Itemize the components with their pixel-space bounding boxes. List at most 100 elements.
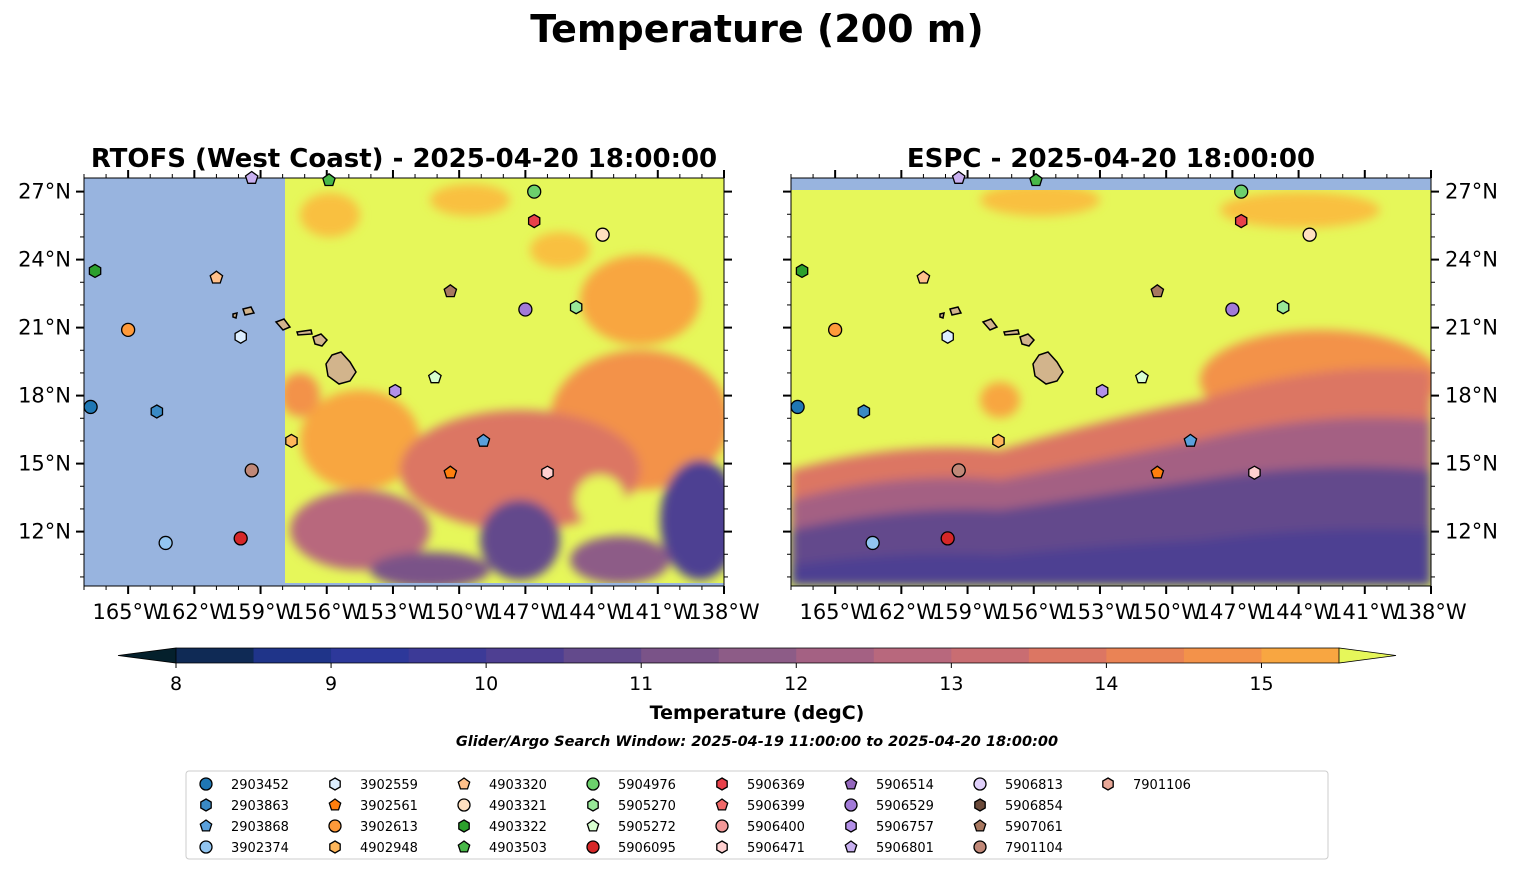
- colorbar-over-arrow: [1338, 647, 1397, 664]
- float-marker-5905270: [1276, 299, 1290, 315]
- island-hawaii-big: [325, 351, 357, 385]
- legend-entries: 2903452 2903863 2903868 3902374 3902559 39025…: [199, 777, 1191, 856]
- espc-panel-title: ESPC - 2025-04-20 18:00:00: [907, 144, 1315, 174]
- espc-panel: ESPC - 2025-04-20 18:00:00 16: [783, 144, 1498, 624]
- float-marker-5905272: [427, 370, 442, 384]
- float-marker-4903321: [1302, 227, 1317, 242]
- float-marker-5906369: [1234, 213, 1248, 229]
- espc-frame: [790, 177, 1432, 587]
- rtofs-frame: [83, 177, 725, 587]
- y-tick-label: 18°N: [18, 384, 71, 408]
- legend-marker-4903322: [458, 819, 470, 833]
- legend-marker-5906400: [715, 819, 729, 833]
- rtofs-axis-ticks: 165°W162°W159°W156°W153°W150°W147°W144°W…: [18, 170, 760, 624]
- colorbar-tick-label: 14: [1094, 673, 1118, 695]
- rtofs-panel-title: RTOFS (West Coast) - 2025-04-20 18:00:00: [91, 144, 717, 174]
- float-marker-2903868: [476, 433, 491, 447]
- colorbar-tick-label: 12: [784, 673, 808, 695]
- x-tick-label: 156°W: [291, 600, 363, 624]
- x-tick-label: 141°W: [622, 600, 694, 624]
- float-legend: 2903452 2903863 2903868 3902374 3902559 39025…: [185, 770, 1329, 860]
- x-tick-label: 144°W: [1263, 600, 1335, 624]
- legend-label: 3902374: [231, 841, 289, 856]
- colorbar-segment: [486, 648, 565, 663]
- legend-label: 5906801: [876, 841, 934, 856]
- legend-marker-3902561: [328, 798, 342, 811]
- float-marker-5906471: [541, 465, 554, 480]
- float-marker-3902613: [827, 322, 843, 338]
- colorbar-tick-label: 10: [474, 673, 498, 695]
- legend-marker-5906529: [844, 798, 858, 812]
- island-molokai: [296, 329, 313, 336]
- legend-label: 3902559: [360, 778, 418, 793]
- x-tick-label: 156°W: [998, 600, 1070, 624]
- float-marker-5907061: [443, 283, 458, 298]
- x-tick-label: 150°W: [1130, 600, 1202, 624]
- float-marker-2903863: [857, 404, 871, 419]
- colorbar: 8 9 10 11 12 13 14 15 Temperature (degC): [117, 647, 1397, 724]
- float-marker-4903503: [322, 172, 336, 187]
- legend-marker-3902613: [328, 819, 342, 833]
- colorbar-segment: [1106, 648, 1185, 663]
- float-marker-5904976: [1234, 184, 1249, 199]
- float-marker-3902559: [234, 329, 247, 344]
- float-marker-4903322: [88, 263, 102, 279]
- legend-label: 5906514: [876, 778, 934, 793]
- colorbar-segment: [796, 648, 875, 663]
- x-tick-label: 138°W: [688, 600, 760, 624]
- legend-label: 4903320: [489, 778, 547, 793]
- legend-frame: [185, 770, 1329, 860]
- float-marker-4902948: [285, 433, 298, 449]
- float-marker-5906757: [1095, 383, 1109, 399]
- legend-marker-5906471: [716, 840, 728, 854]
- colorbar-label: Temperature (degC): [650, 702, 865, 724]
- legend-label: 3902613: [360, 820, 418, 835]
- island-maui: [312, 333, 329, 347]
- colorbar-tick-label: 11: [629, 673, 653, 695]
- island-kauai: [242, 306, 256, 316]
- legend-label: 2903452: [231, 778, 289, 793]
- legend-label: 4903503: [489, 841, 547, 856]
- x-tick-label: 150°W: [423, 600, 495, 624]
- float-marker-4902948: [992, 433, 1005, 449]
- float-marker-4903320: [916, 270, 931, 284]
- float-marker-3902613: [120, 322, 136, 338]
- colorbar-under-arrow: [117, 647, 177, 664]
- legend-marker-7901106: [1102, 777, 1114, 791]
- y-tick-label: 24°N: [18, 248, 71, 272]
- y-tick-label: 15°N: [1445, 452, 1498, 476]
- x-tick-label: 141°W: [1329, 600, 1401, 624]
- legend-label: 2903868: [231, 820, 289, 835]
- legend-marker-5906514: [844, 777, 858, 790]
- espc-field: [791, 178, 1431, 586]
- island-maui: [1019, 333, 1036, 347]
- legend-marker-7901104: [973, 840, 987, 854]
- colorbar-segment: [176, 648, 255, 663]
- legend-label: 4902948: [360, 841, 418, 856]
- legend-marker-2903868: [199, 819, 213, 832]
- colorbar-segment: [641, 648, 720, 663]
- legend-label: 5906529: [876, 799, 934, 814]
- rtofs-panel: RTOFS (West Coast) - 2025-04-20 18:00:00: [18, 144, 760, 624]
- y-tick-label: 27°N: [1445, 180, 1498, 204]
- legend-marker-5906369: [716, 777, 728, 791]
- legend-label: 5905272: [618, 820, 676, 835]
- float-marker-2903452: [790, 399, 805, 415]
- x-tick-label: 165°W: [799, 600, 871, 624]
- island-niihau: [939, 311, 945, 319]
- espc-cool-regions: [791, 184, 1431, 586]
- legend-label: 3902561: [360, 799, 418, 814]
- colorbar-segments: [117, 647, 1397, 664]
- legend-label: 5906369: [747, 778, 805, 793]
- rtofs-no-data-strip: [285, 583, 724, 586]
- colorbar-segment: [1028, 648, 1107, 663]
- legend-marker-5906854: [974, 798, 986, 812]
- legend-label: 2903863: [231, 799, 289, 814]
- y-tick-label: 24°N: [1445, 248, 1498, 272]
- colorbar-segment: [408, 648, 487, 663]
- legend-label: 5906757: [876, 820, 934, 835]
- legend-marker-2903452: [199, 777, 213, 791]
- float-marker-5905272: [1134, 370, 1149, 384]
- rtofs-cool-regions: [280, 184, 724, 586]
